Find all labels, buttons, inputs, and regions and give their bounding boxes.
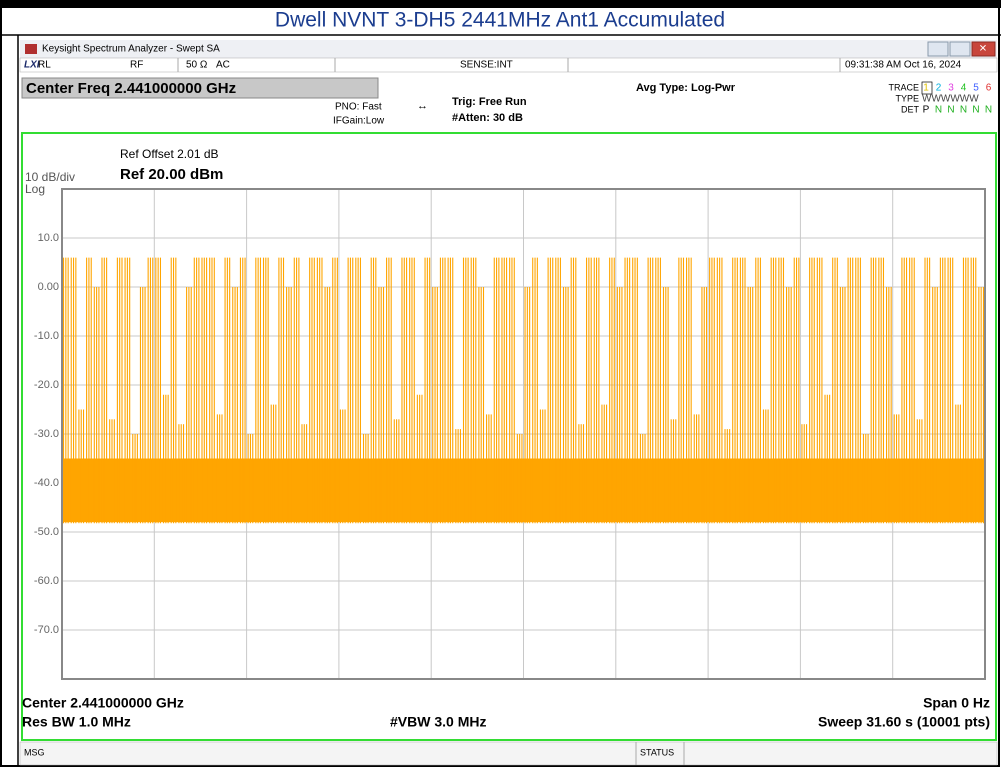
scale: 10 dB/div	[25, 170, 75, 184]
trace-number: 5	[973, 83, 979, 94]
type-label: TYPE	[895, 93, 919, 103]
det-value: N	[960, 105, 967, 116]
ifgain: IFGain:Low	[333, 116, 385, 127]
plot-frame	[61, 188, 986, 680]
det-value: N	[935, 105, 942, 116]
y-tick-label: -40.0	[34, 477, 59, 489]
minimize-button[interactable]	[927, 41, 949, 57]
log: Log	[25, 182, 45, 196]
span: Span 0 Hz	[923, 695, 990, 711]
close-icon: ✕	[979, 44, 987, 55]
msg: MSG	[24, 747, 45, 757]
sweep: Sweep 31.60 s (10001 pts)	[818, 714, 990, 730]
trace-number: 4	[961, 83, 967, 94]
y-tick-label: -70.0	[34, 624, 59, 636]
det-value: N	[972, 105, 979, 116]
sense: SENSE:INT	[460, 60, 513, 71]
trace-number: 3	[948, 83, 954, 94]
title-bar	[20, 40, 997, 58]
close-button[interactable]	[971, 41, 996, 57]
y-tick-label: -60.0	[34, 575, 59, 587]
type-value: WWWWWW	[922, 94, 979, 105]
status-bar	[19, 741, 998, 766]
det-value: N	[947, 105, 954, 116]
status: STATUS	[640, 747, 674, 757]
y-tick-label: 10.0	[38, 232, 59, 244]
avg-type: Avg Type: Log-Pwr	[636, 82, 736, 94]
y-tick-label: -50.0	[34, 526, 59, 538]
trace-info: 1 2 3 4 5 6P N N N N N	[921, 81, 992, 116]
rl: RL	[38, 60, 51, 71]
datetime: 09:31:38 AM Oct 16, 2024	[845, 60, 962, 71]
active-trace-box	[921, 81, 933, 95]
plot: 10.0 0.00 -10.0 -20.0 -30.0 -40.0 -50.0 -60.0 -7…	[34, 188, 986, 680]
pno: PNO: Fast	[335, 102, 382, 113]
y-tick-label: -10.0	[34, 330, 59, 342]
impedance: 50 Ω	[186, 60, 208, 71]
ref-offset: Ref Offset 2.01 dB	[120, 147, 219, 161]
atten: #Atten: 30 dB	[452, 112, 523, 124]
vbw: #VBW 3.0 MHz	[390, 714, 486, 730]
det-value: P	[923, 105, 930, 116]
app-icon	[25, 44, 37, 54]
y-tick-label: 0.00	[38, 281, 59, 293]
display-area	[21, 132, 997, 741]
center-freq: Center Freq 2.441000000 GHz	[26, 80, 236, 97]
page-title: Dwell NVNT 3-DH5 2441MHz Ant1 Accumulate…	[275, 9, 725, 32]
center: Center 2.441000000 GHz	[22, 695, 184, 711]
y-tick-label: -30.0	[34, 428, 59, 440]
trace-number: 1	[923, 83, 929, 94]
center-freq-box[interactable]	[21, 77, 379, 99]
table-rule	[0, 0, 1001, 8]
trig: Trig: Free Run	[452, 96, 527, 108]
lxi-logo: LXI	[24, 60, 40, 71]
ref-level: Ref 20.00 dBm	[120, 166, 223, 183]
det-label: DET	[901, 104, 920, 114]
trace-body	[63, 458, 984, 523]
coupling: AC	[216, 60, 230, 71]
status-row	[19, 57, 998, 73]
det-value: N	[985, 105, 992, 116]
rf: RF	[130, 60, 143, 71]
trace-number: 2	[936, 83, 942, 94]
trace-number: 6	[986, 83, 992, 94]
window-title: Keysight Spectrum Analyzer - Swept SA	[42, 44, 220, 55]
trace-label: TRACE	[888, 82, 919, 92]
restore-button[interactable]	[949, 41, 971, 57]
y-tick-label: -20.0	[34, 379, 59, 391]
trig-arrow: ↔	[417, 100, 428, 112]
res-bw: Res BW 1.0 MHz	[22, 714, 131, 730]
